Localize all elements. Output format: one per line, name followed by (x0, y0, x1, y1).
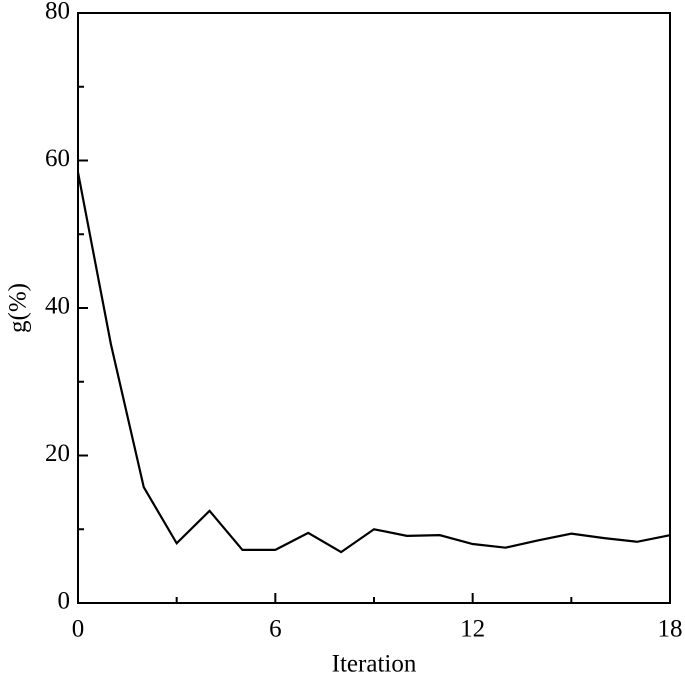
data-line (76, 172, 671, 554)
x-tick-label: 0 (72, 616, 85, 643)
x-axis-label: Iteration (332, 651, 417, 678)
y-tick-label: 0 (58, 588, 71, 615)
x-tick-label: 18 (658, 616, 683, 643)
plot-frame (77, 12, 671, 604)
y-tick-label: 60 (45, 145, 70, 172)
x-tick-label: 12 (460, 616, 485, 643)
x-tick-label: 6 (269, 616, 282, 643)
y-tick-label: 20 (45, 440, 70, 467)
y-tick-label: 40 (45, 293, 70, 320)
y-axis-label: g(%) (5, 283, 32, 333)
y-tick-label: 80 (45, 0, 70, 25)
